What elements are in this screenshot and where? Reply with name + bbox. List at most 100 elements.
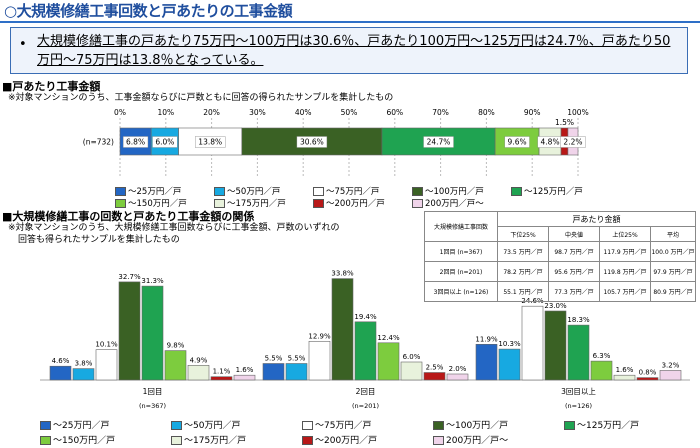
data-label: 3.8% bbox=[75, 360, 93, 368]
data-label: 4.8% bbox=[541, 138, 560, 147]
legend-item: ～75万円／戸 bbox=[302, 418, 371, 431]
legend-label: ～150万円／戸 bbox=[128, 199, 187, 209]
legend-item: ～100万円／戸 bbox=[433, 418, 508, 431]
bar bbox=[636, 377, 659, 381]
legend-label: ～125万円／戸 bbox=[524, 187, 583, 197]
data-label: 6.3% bbox=[593, 352, 611, 360]
data-label-box bbox=[560, 136, 586, 148]
legend-label: ～75万円／戸 bbox=[326, 187, 380, 197]
legend-swatch bbox=[511, 187, 522, 196]
x-tick-label: 0% bbox=[114, 108, 126, 117]
x-tick-label: 20% bbox=[203, 108, 220, 117]
table-cell: 95.6 万円／戸 bbox=[548, 261, 600, 282]
legend-swatch bbox=[171, 421, 182, 430]
legend-swatch bbox=[433, 421, 444, 430]
category-label: 2回目 bbox=[356, 387, 376, 396]
bar bbox=[308, 340, 331, 381]
bar bbox=[141, 285, 164, 381]
data-label: 1.6% bbox=[616, 366, 634, 374]
data-label: 32.7% bbox=[118, 273, 141, 281]
data-label: 23.0% bbox=[544, 302, 567, 310]
legend-item: 200万円／戸～ bbox=[433, 433, 508, 446]
bar bbox=[590, 360, 613, 381]
table-col-header: 上位25% bbox=[599, 226, 651, 242]
data-label-box bbox=[122, 136, 149, 148]
data-label: 1.1% bbox=[213, 368, 231, 376]
data-label: 4.6% bbox=[52, 357, 70, 365]
table-row-label: 3回目以上 (n=126) bbox=[424, 281, 498, 302]
legend-swatch bbox=[313, 199, 324, 208]
summary-bullet: • bbox=[19, 37, 27, 52]
data-label: 6.0% bbox=[155, 138, 174, 147]
table-cell: 55.1 万円／戸 bbox=[497, 281, 549, 302]
bar bbox=[331, 278, 354, 381]
data-label-box bbox=[195, 136, 226, 148]
legend-item: ～150万円／戸 bbox=[40, 433, 115, 446]
data-label: 9.8% bbox=[167, 342, 185, 350]
legend-item: ～125万円／戸 bbox=[511, 185, 583, 197]
legend-label: 200万円／戸～ bbox=[425, 199, 484, 209]
section1-heading: ■戸あたり工事金額 bbox=[2, 80, 101, 93]
bar bbox=[377, 342, 400, 381]
x-tick-label: 60% bbox=[386, 108, 403, 117]
legend-swatch bbox=[171, 436, 182, 445]
data-label: 10.1% bbox=[95, 341, 118, 349]
data-label: 0.8% bbox=[639, 369, 657, 377]
data-label: 19.4% bbox=[354, 313, 377, 321]
row-label: (n=732) bbox=[83, 138, 114, 147]
data-label: 6.0% bbox=[403, 353, 421, 361]
data-label: 18.3% bbox=[567, 316, 590, 324]
bar bbox=[233, 374, 256, 381]
legend-label: ～100万円／戸 bbox=[446, 421, 509, 431]
table-row-header: 大規模修繕工事回数 bbox=[424, 211, 498, 242]
bar bbox=[210, 376, 233, 381]
data-label: 2.0% bbox=[449, 365, 467, 373]
data-label: 3.2% bbox=[662, 361, 680, 369]
data-label: 10.3% bbox=[498, 340, 521, 348]
x-tick-label: 80% bbox=[478, 108, 495, 117]
bar bbox=[262, 363, 285, 381]
legend-label: ～100万円／戸 bbox=[425, 187, 484, 197]
data-label: 4.9% bbox=[190, 356, 208, 364]
bar bbox=[423, 372, 446, 381]
x-tick-label: 40% bbox=[295, 108, 312, 117]
section2-note-1: ※対象マンションのうち、大規模修繕工事回数ならびに工事金額、戸数のいずれの bbox=[8, 223, 340, 233]
legend-label: 200万円／戸～ bbox=[446, 436, 509, 446]
category-label: 3回目以上 bbox=[561, 387, 596, 396]
data-label: 33.8% bbox=[331, 270, 354, 278]
summary-box: • 大規模修繕工事の戸あたり75万円～100万円は30.6％、戸あたり100万円… bbox=[10, 27, 688, 74]
legend-swatch bbox=[412, 199, 423, 208]
bar bbox=[659, 370, 682, 381]
bar bbox=[49, 365, 72, 381]
bar-segment bbox=[494, 127, 540, 156]
section2-note-2: 回答も得られたサンプルを集計したもの bbox=[18, 235, 180, 245]
data-label: 1.5% bbox=[555, 118, 574, 127]
legend-item: ～50万円／戸 bbox=[214, 185, 280, 197]
legend-swatch bbox=[214, 187, 225, 196]
category-n-label: (n=126) bbox=[565, 402, 592, 410]
data-label: 5.5% bbox=[288, 355, 306, 363]
data-label: 13.8% bbox=[198, 138, 222, 147]
amount-table: 大規模修繕工事回数 戸あたり金額 下位25% 中央値 上位25% 平均 1回目 … bbox=[424, 211, 696, 302]
legend-label: ～175万円／戸 bbox=[184, 436, 247, 446]
bar bbox=[118, 281, 141, 381]
legend-swatch bbox=[564, 421, 575, 430]
table-cell: 119.8 万円／戸 bbox=[599, 261, 651, 282]
bar bbox=[400, 361, 423, 381]
data-label: 11.9% bbox=[475, 335, 498, 343]
legend-swatch bbox=[302, 421, 313, 430]
table-cell: 100.0 万円／戸 bbox=[650, 241, 696, 262]
legend-swatch bbox=[214, 199, 225, 208]
title-underline bbox=[0, 21, 700, 23]
x-tick-label: 100% bbox=[567, 108, 588, 117]
bar bbox=[95, 349, 118, 381]
x-tick-label: 10% bbox=[157, 108, 174, 117]
bar bbox=[72, 368, 95, 381]
legend-item: ～75万円／戸 bbox=[313, 185, 379, 197]
bar bbox=[498, 348, 521, 381]
legend-label: ～75万円／戸 bbox=[315, 421, 372, 431]
bar bbox=[567, 324, 590, 381]
section1-note: ※対象マンションのうち、工事金額ならびに戸数ともに回答の得られたサンプルを集計し… bbox=[8, 93, 394, 103]
legend-item: ～175万円／戸 bbox=[171, 433, 246, 446]
x-tick-label: 50% bbox=[341, 108, 358, 117]
